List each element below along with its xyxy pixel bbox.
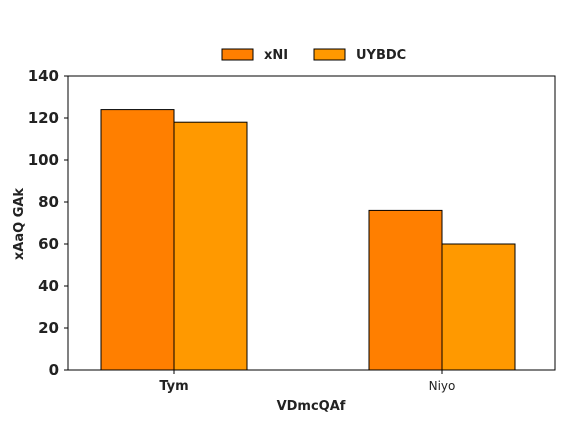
x-tick-label-niyo: Niyo <box>429 379 456 393</box>
x-axis-label: VDmcQAf <box>277 399 346 414</box>
y-axis-ticks: 0 20 40 60 80 100 120 140 <box>28 67 68 379</box>
y-tick-label: 40 <box>38 277 59 295</box>
bar-xni-niyo <box>368 209 443 371</box>
y-tick-label: 80 <box>38 193 59 211</box>
legend-label-xni: xNI <box>264 48 288 63</box>
y-tick-label: 0 <box>49 361 59 379</box>
y-tick-label: 20 <box>38 319 59 337</box>
legend-swatch-uybdc <box>313 48 346 61</box>
y-tick-label: 140 <box>28 67 59 85</box>
bar-xni-tym <box>100 109 175 371</box>
y-tick-label: 120 <box>28 109 59 127</box>
plot-frame <box>67 75 556 371</box>
bars <box>100 109 516 371</box>
x-tick-label-tym: Tym <box>159 379 188 394</box>
bar-uybdc-niyo <box>441 243 516 371</box>
legend-label-uybdc: UYBDC <box>356 48 406 63</box>
legend: xNI UYBDC <box>221 48 406 63</box>
y-tick-label: 60 <box>38 235 59 253</box>
y-tick-label: 100 <box>28 151 59 169</box>
y-axis-label: xAaQ GAk <box>12 188 27 261</box>
bar-uybdc-tym <box>173 121 248 371</box>
x-axis-ticks: Tym Niyo <box>159 370 455 394</box>
legend-swatch-xni <box>221 48 254 61</box>
